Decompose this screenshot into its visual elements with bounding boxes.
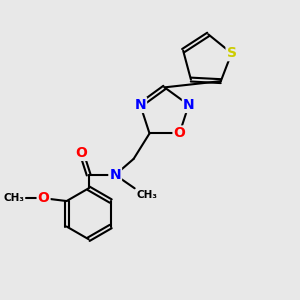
Text: N: N bbox=[183, 98, 194, 112]
Text: CH₃: CH₃ bbox=[136, 190, 158, 200]
Text: N: N bbox=[110, 168, 121, 182]
Text: S: S bbox=[226, 46, 237, 60]
Text: O: O bbox=[76, 146, 88, 160]
Text: O: O bbox=[173, 127, 185, 140]
Text: CH₃: CH₃ bbox=[3, 193, 24, 203]
Text: O: O bbox=[38, 191, 50, 205]
Text: N: N bbox=[134, 98, 146, 112]
